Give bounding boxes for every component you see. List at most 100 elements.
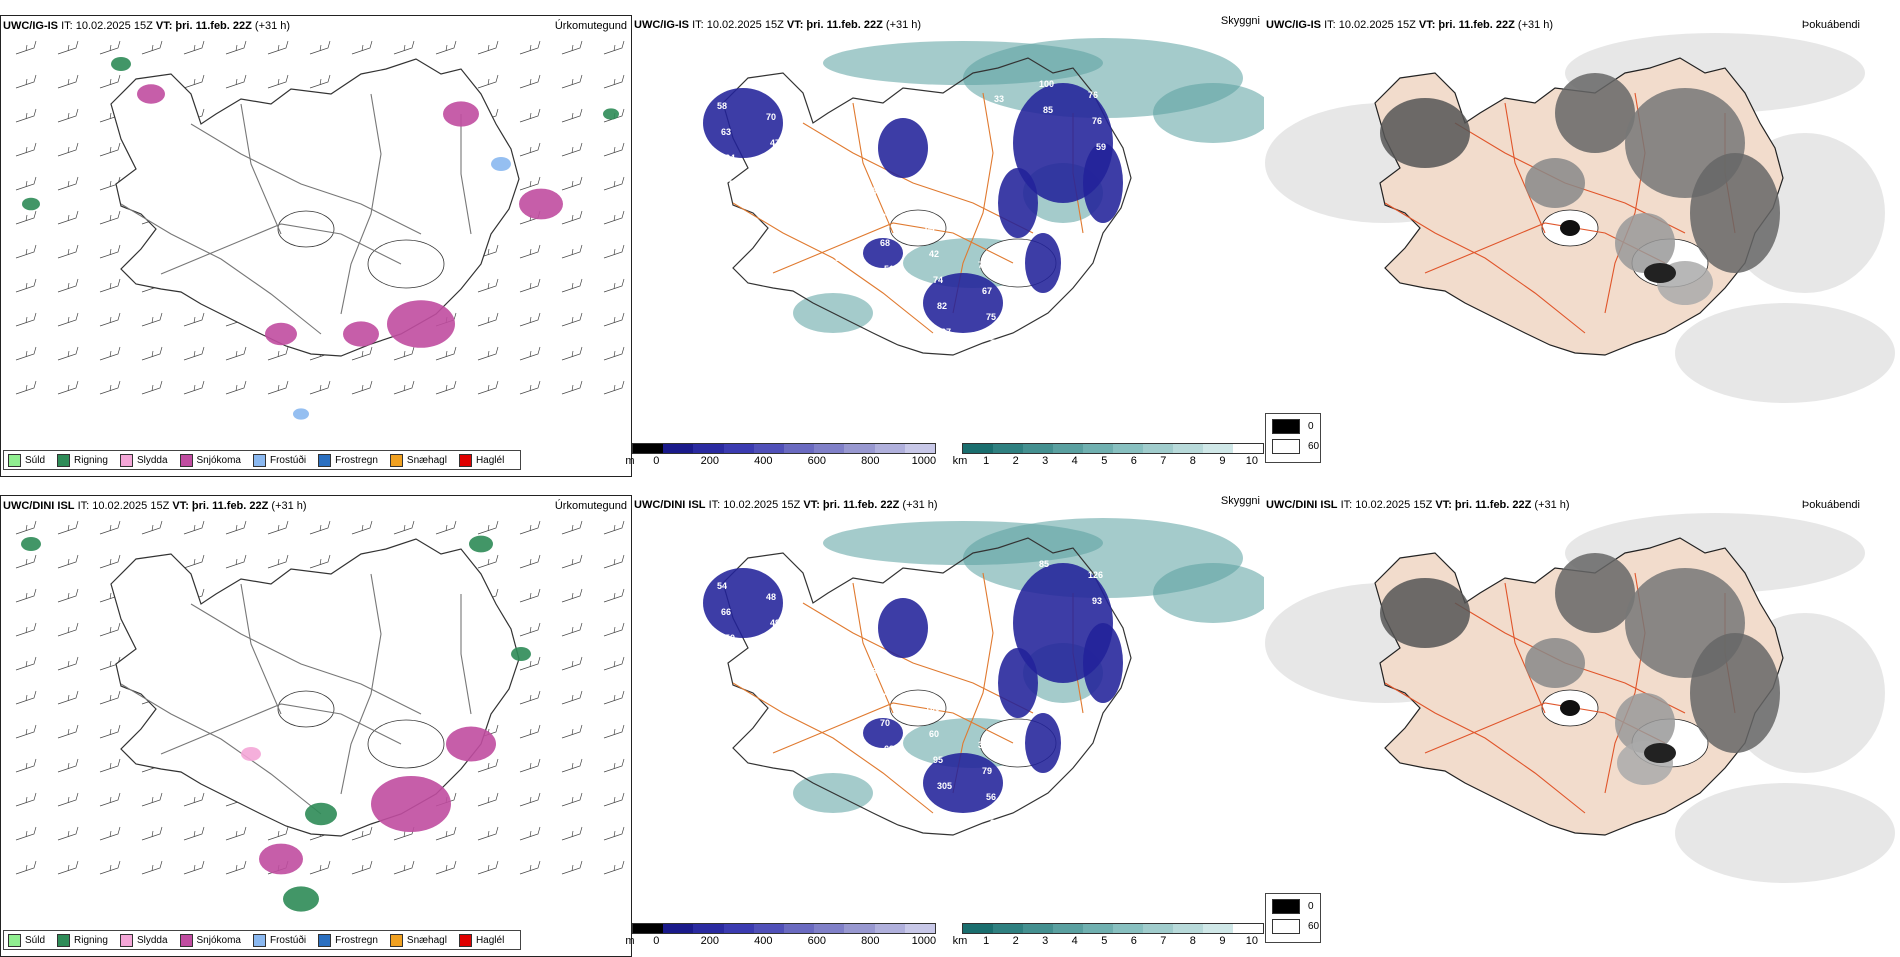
cloud-base-value: 54	[717, 581, 727, 591]
cloud-base-value: 59	[1096, 142, 1106, 152]
legend-label: Haglél	[475, 934, 505, 946]
colorbar-tick: 2	[1012, 455, 1019, 467]
cloud-base-value: 58	[717, 101, 727, 111]
legend-swatch	[389, 453, 403, 467]
legend-item: Slydda	[119, 933, 168, 947]
cloud-base-value: 54	[1035, 323, 1045, 333]
cloud-base-value: 51	[884, 264, 894, 274]
legend-item: Rigning	[57, 933, 108, 947]
legend-item: Snjókoma	[179, 933, 241, 947]
panel-title: UWC/DINI ISL IT: 10.02.2025 15Z VT: þri.…	[1266, 499, 1570, 511]
colorbar-tick: 0	[653, 455, 660, 467]
legend-label: Slydda	[136, 934, 168, 946]
legend-item: Súld	[8, 453, 46, 467]
colorbar-tick: 9	[1219, 935, 1226, 947]
visibility-colorbar: km 1 2 3 4 5 6 7 8 9 10	[953, 443, 1264, 473]
legend-label: Snjókoma	[196, 454, 241, 466]
cloud-base-value: 68	[884, 744, 894, 754]
legend-label: Snæhagl	[406, 454, 447, 466]
cloud-base-value: 69	[1031, 777, 1041, 787]
colorbar-tick: 800	[861, 935, 880, 947]
cloud-base-value: 126	[1088, 570, 1103, 580]
colorbar-tick: 1	[983, 455, 990, 467]
cloud-base-value: 75	[986, 312, 996, 322]
fog-index-legend: 0 60	[1265, 893, 1321, 943]
cloud-base-value: 33	[994, 94, 1004, 104]
legend-label: Súld	[25, 454, 46, 466]
legend-swatch	[8, 933, 21, 947]
cloud-base-value: 63	[872, 666, 882, 676]
legend-label: Súld	[25, 934, 46, 946]
precip-type-panel-dini: UWC/DINI ISL IT: 10.02.2025 15Z VT: þri.…	[0, 495, 632, 957]
legend-item: Slydda	[119, 453, 168, 467]
fog-index-field	[1380, 553, 1780, 785]
panel-title: UWC/DINI ISL IT: 10.02.2025 15Z VT: þri.…	[634, 499, 938, 511]
fog-hotspot	[1644, 743, 1676, 763]
colorbar-tick: 9	[1219, 455, 1226, 467]
precip-type-panel-ig: UWC/IG-IS IT: 10.02.2025 15Z VT: þri. 11…	[0, 15, 632, 477]
legend-swatch	[119, 933, 133, 947]
colorbar-tick: 10	[1245, 455, 1259, 467]
fog-hotspot	[1560, 700, 1580, 716]
fog-index-panel-dini: UWC/DINI ISL IT: 10.02.2025 15Z VT: þri.…	[1264, 495, 1896, 957]
cloud-base-value: 33	[713, 75, 723, 85]
cloud-base-value: 67	[1084, 334, 1094, 344]
cloud-base-value: 68	[880, 238, 890, 248]
precip-type-field	[22, 57, 619, 420]
colorbar-tick: 200	[700, 455, 719, 467]
fog-legend-label: 60	[1308, 441, 1320, 452]
legend-swatch	[179, 453, 193, 467]
legend-label: Rigning	[74, 934, 108, 946]
cloud-base-value: 67	[982, 286, 992, 296]
colorbar-tick: 800	[861, 455, 880, 467]
panel-tag: Úrkomutegund	[554, 500, 627, 512]
cloud-base-value: 82	[937, 301, 947, 311]
panel-tag: Skyggni	[1220, 15, 1260, 27]
cloud-base-value: 75	[978, 260, 988, 270]
panel-title: UWC/IG-IS IT: 10.02.2025 15Z VT: þri. 11…	[3, 20, 291, 32]
cloud-base-value: 76	[1088, 90, 1098, 100]
fog-legend-item: 60	[1272, 439, 1320, 454]
cloud-base-value: 76	[1092, 116, 1102, 126]
cloud-base-value: 50	[725, 633, 735, 643]
fog-hotspot	[1560, 220, 1580, 236]
colorbar-tick: 400	[754, 455, 773, 467]
cloud-base-value: 42	[888, 290, 898, 300]
colorbar-tick: 200	[700, 935, 719, 947]
cloud-base-field	[703, 563, 1123, 813]
cloud-base-value: 52	[774, 644, 784, 654]
cloud-base-values: 33 70 54 57 64 75 97 67 58 47 54 73 42 67 54 76 63 75 68 68…	[713, 75, 1106, 348]
cloud-base-value: 54	[819, 149, 829, 159]
cloud-base-value: 73	[876, 212, 886, 222]
colorbar-unit: m	[625, 455, 635, 467]
fog-index-panel-ig: UWC/IG-IS IT: 10.02.2025 15Z VT: þri. 11…	[1264, 15, 1896, 477]
panel-tag: Úrkomutegund	[554, 20, 627, 32]
cloud-base-value: 70	[880, 718, 890, 728]
colorbar-strip	[962, 443, 1264, 454]
iceland-precip-map	[15, 40, 625, 420]
fog-legend-item: 60	[1272, 919, 1320, 934]
precip-type-legend: Súld Rigning Slydda Snjókoma Frostúði Frostre…	[3, 930, 522, 950]
colorbar-tick: 3	[1042, 455, 1049, 467]
legend-swatch	[458, 933, 472, 947]
cloud-base-value: 90	[782, 216, 792, 226]
colorbar-tick: 5	[1101, 935, 1108, 947]
colorbar-tick: 1	[983, 935, 990, 947]
colorbar-tick: 0	[653, 935, 660, 947]
colorbar-tick: 2	[1012, 935, 1019, 947]
cloud-base-value: 66	[823, 655, 833, 665]
cloud-base-value: 52	[729, 179, 739, 189]
legend-item: Súld	[8, 933, 46, 947]
legend-swatch	[57, 933, 71, 947]
legend-label: Snæhagl	[406, 934, 447, 946]
colorbar-strip	[632, 923, 936, 934]
legend-label: Haglél	[475, 454, 505, 466]
legend-label: Frostregn	[335, 934, 378, 946]
legend-item: Snæhagl	[389, 933, 447, 947]
fog-index-legend: 0 60	[1265, 413, 1321, 463]
panel-title: UWC/DINI ISL IT: 10.02.2025 15Z VT: þri.…	[3, 500, 307, 512]
cloud-base-value: 37	[941, 327, 951, 337]
cloud-base-value: 75	[774, 164, 784, 174]
cloud-base-value: 77	[876, 692, 886, 702]
cloud-base-value: 70	[766, 112, 776, 122]
